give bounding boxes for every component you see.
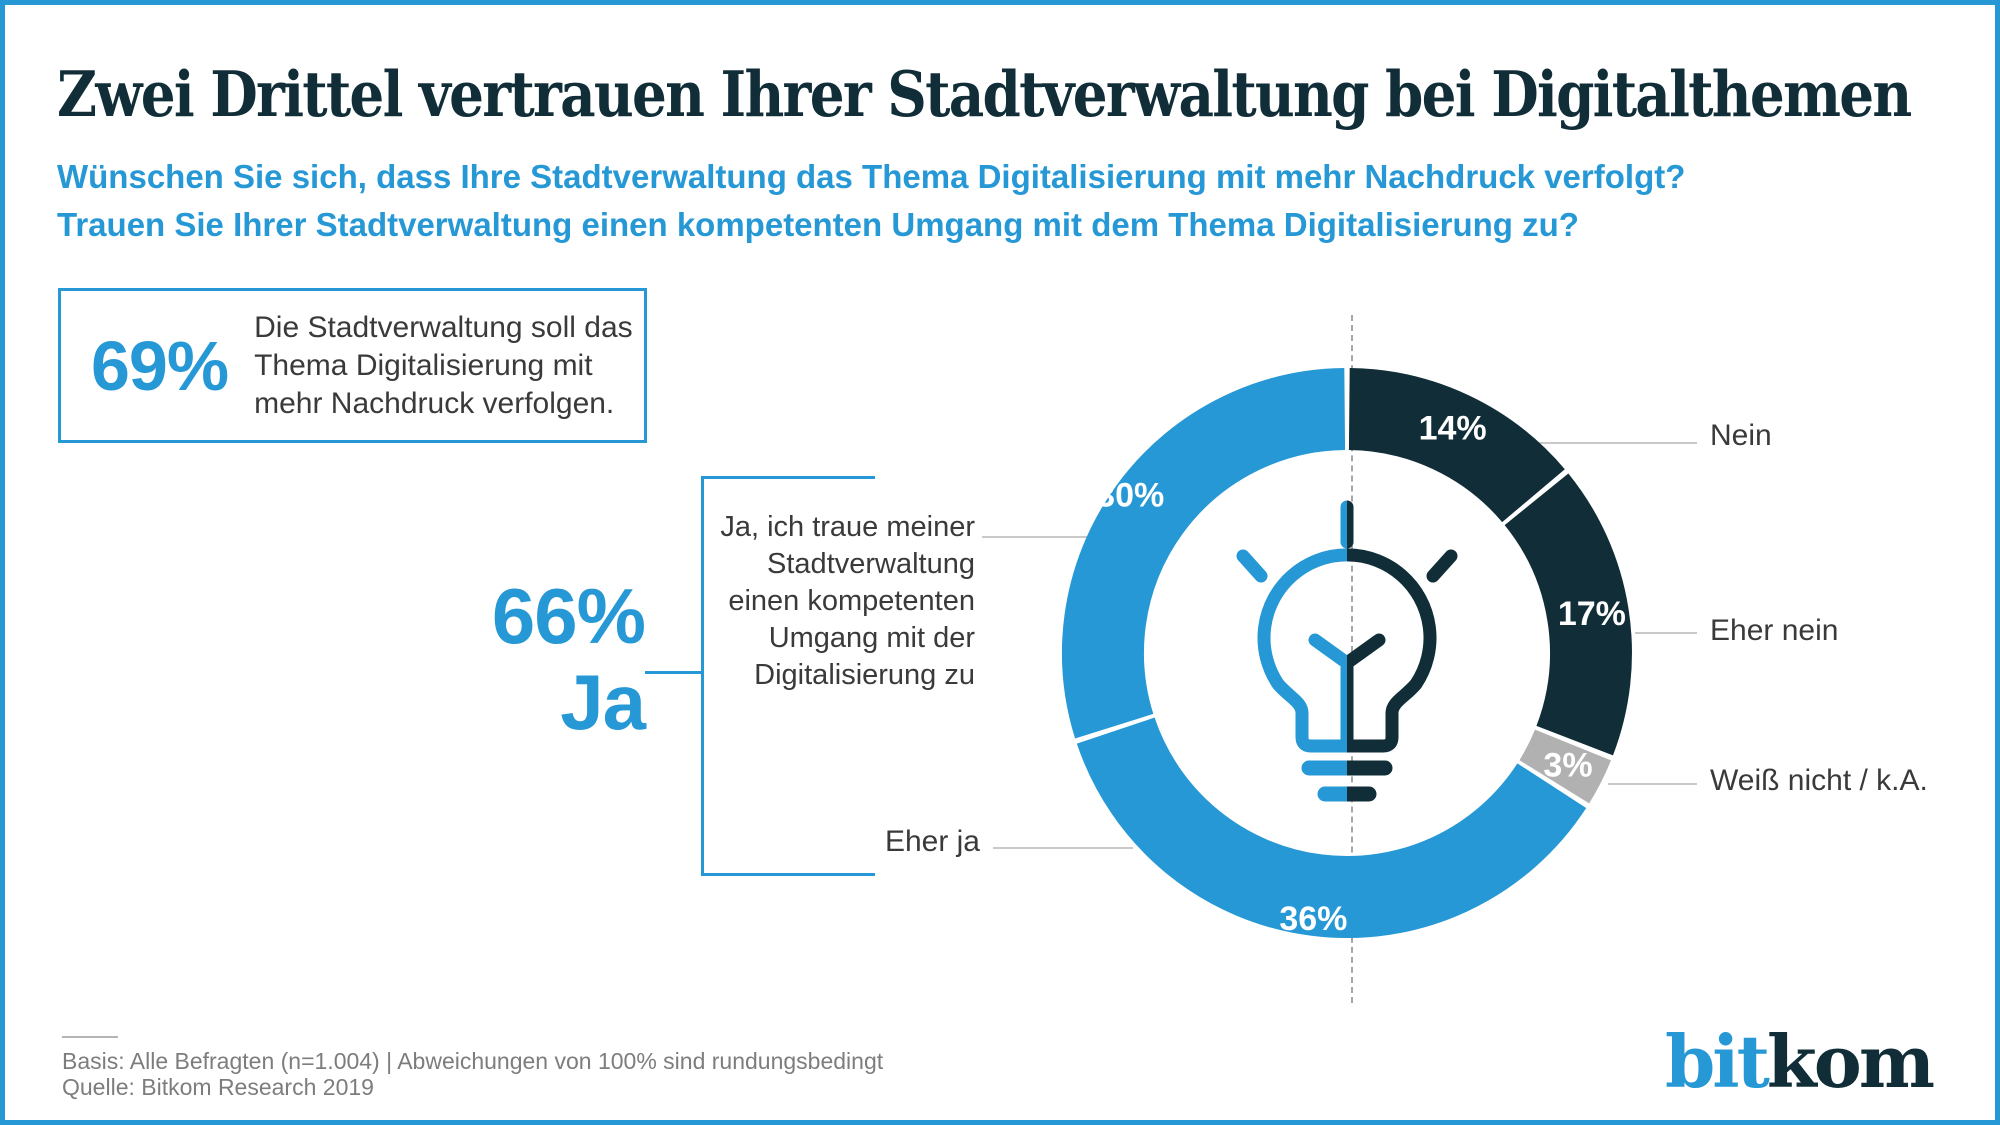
stat-box-text: Die Stadtverwaltung soll das Thema Digit…	[254, 310, 633, 420]
lightbulb-icon-left	[1236, 500, 1347, 802]
logo-part-bit: bit	[1664, 1019, 1770, 1104]
callout-ja-line: einen kompetenten	[728, 585, 975, 617]
leader-line-weiss-nicht	[1608, 783, 1697, 785]
segment-value-wei-nicht-k-a-: 3%	[1543, 747, 1592, 785]
subtitle: Wünschen Sie sich, dass Ihre Stadtverwal…	[57, 153, 1685, 249]
bracket-vertical	[701, 476, 704, 876]
callout-eher-ja: Eher ja	[884, 825, 980, 858]
bracket-bottom-arm	[701, 873, 875, 876]
segment-value-eher-nein: 17%	[1558, 595, 1626, 633]
segment-value-eher-ja: 36%	[1279, 900, 1347, 938]
footer-basis: Basis: Alle Befragten (n=1.004) | Abweic…	[62, 1048, 884, 1074]
callout-ja-line: Stadtverwaltung	[767, 548, 975, 580]
segment-value-ja: 30%	[1096, 477, 1164, 515]
callout-ja-line: Umgang mit der	[768, 622, 975, 654]
lightbulb-icon-right	[1347, 500, 1458, 802]
footer-quelle: Quelle: Bitkom Research 2019	[62, 1074, 374, 1100]
label-nein: Nein	[1710, 419, 1772, 452]
bitkom-logo: bitkom	[1605, 1019, 1935, 1104]
donut-chart: 14% 17% 3% 36% 30%	[1061, 368, 1632, 938]
segment-value-nein: 14%	[1419, 410, 1487, 448]
leader-line-ja	[982, 536, 1088, 538]
donut-segment-eher-nein	[1504, 473, 1632, 756]
stat-box-value: 69%	[91, 326, 229, 405]
label-eher-nein: Eher nein	[1710, 614, 1839, 647]
donut-segment-nein	[1348, 368, 1565, 523]
donut-segment-eher-ja	[1076, 717, 1587, 938]
bracket-top-arm	[701, 476, 875, 479]
logo-part-kom: kom	[1766, 1019, 1935, 1104]
leader-line-eher-ja	[993, 847, 1133, 849]
callout-ja-line: Ja, ich traue meiner	[720, 511, 975, 543]
donut-segment-ja	[1061, 368, 1346, 739]
label-weiss-nicht: Weiß nicht / k.A.	[1710, 764, 1928, 797]
leader-line-eher-nein	[1635, 632, 1697, 634]
subtitle-line-1: Wünschen Sie sich, dass Ihre Stadtverwal…	[57, 158, 1686, 195]
subtitle-line-2: Trauen Sie Ihrer Stadtverwaltung einen k…	[57, 206, 1579, 243]
page-title: Zwei Drittel vertrauen Ihrer Stadtverwal…	[57, 57, 1912, 131]
callout-ja-line: Digitalisierung zu	[754, 659, 975, 691]
footer-rule	[62, 1036, 118, 1038]
stat-box: 69% Die Stadtverwaltung soll das Thema D…	[58, 288, 647, 443]
leader-line-nein	[1539, 442, 1697, 444]
donut-segment-wei-nicht-k-a-	[1519, 728, 1611, 804]
callout-ja-text: Ja, ich traue meiner Stadtverwaltung ein…	[625, 509, 975, 694]
ja-summary-value: 66%	[491, 572, 646, 660]
bracket-connector	[645, 671, 701, 674]
ja-summary: 66% Ja	[345, 572, 646, 746]
ja-summary-label: Ja	[560, 658, 646, 746]
